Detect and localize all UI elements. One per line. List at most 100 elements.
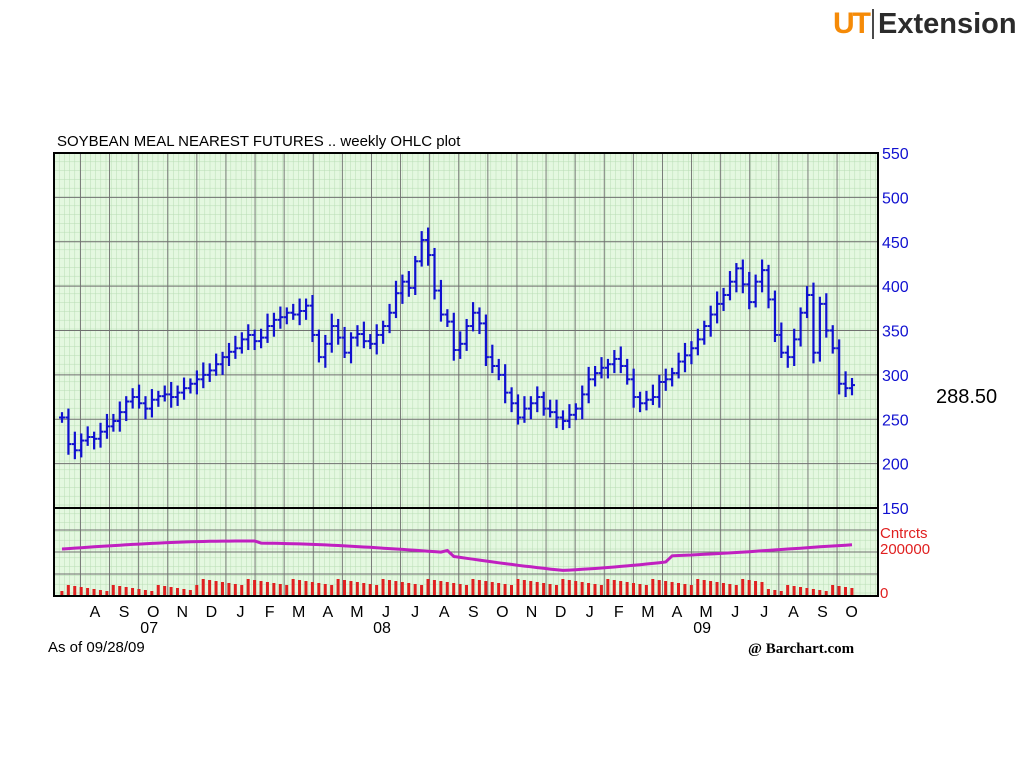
volume-bar xyxy=(792,586,796,596)
volume-bar xyxy=(837,586,841,596)
volume-bar xyxy=(542,583,546,596)
volume-bar xyxy=(580,582,584,596)
volume-bar xyxy=(567,580,571,596)
x-tick-label: A xyxy=(788,604,799,621)
volume-bar xyxy=(214,581,218,596)
volume-bar xyxy=(509,585,513,596)
volume-bar xyxy=(156,585,160,596)
volume-bar xyxy=(561,579,565,596)
volume-bar xyxy=(143,590,147,596)
volume-bar xyxy=(676,583,680,596)
volume-bar xyxy=(715,582,719,596)
volume-bar xyxy=(741,579,745,596)
volume-bar xyxy=(843,587,847,596)
x-tick-label: O xyxy=(147,604,159,621)
ut-extension-logo: UT Extension xyxy=(833,6,1017,42)
volume-bar xyxy=(66,585,70,596)
volume-bar xyxy=(766,589,770,596)
x-tick-label: A xyxy=(672,604,683,621)
volume-bar xyxy=(574,581,578,596)
volume-bar xyxy=(799,587,803,596)
volume-bar xyxy=(477,580,481,596)
volume-bar xyxy=(220,582,224,596)
chart-title: SOYBEAN MEAL NEAREST FUTURES .. weekly O… xyxy=(57,133,461,150)
x-tick-label: M xyxy=(292,604,305,621)
volume-bar xyxy=(593,584,597,596)
x-tick-label: S xyxy=(119,604,130,621)
volume-bar xyxy=(124,587,128,596)
volume-bar xyxy=(131,588,135,596)
volume-axis-label: 0 xyxy=(880,585,888,602)
volume-bar xyxy=(760,582,764,596)
y-tick-label: 350 xyxy=(882,324,909,341)
x-tick-label: S xyxy=(817,604,828,621)
x-tick-label: F xyxy=(265,604,275,621)
volume-bar xyxy=(233,584,237,596)
x-tick-label: N xyxy=(526,604,538,621)
x-tick-label: A xyxy=(439,604,450,621)
x-tick-label: J xyxy=(731,604,739,621)
volume-bar xyxy=(150,591,154,596)
volume-bar xyxy=(779,591,783,596)
volume-bar xyxy=(195,585,199,596)
last-price-label: 288.50 xyxy=(936,386,998,408)
volume-bar xyxy=(831,585,835,596)
volume-bar xyxy=(118,586,122,596)
x-tick-label: M xyxy=(641,604,654,621)
volume-bar xyxy=(169,587,173,596)
volume-bar xyxy=(728,584,732,596)
x-tick-label: J xyxy=(382,604,390,621)
volume-bar xyxy=(317,583,321,596)
volume-bar xyxy=(362,583,366,596)
volume-bar xyxy=(304,581,308,596)
volume-bar xyxy=(689,585,693,596)
volume-bar xyxy=(625,582,629,596)
volume-bar xyxy=(343,580,347,596)
volume-bar xyxy=(497,583,501,596)
logo-divider xyxy=(872,9,874,39)
volume-bar xyxy=(79,587,83,596)
volume-bar xyxy=(201,579,205,596)
volume-bar xyxy=(445,582,449,596)
volume-bar xyxy=(182,589,186,596)
volume-bar xyxy=(368,584,372,596)
volume-bar xyxy=(105,591,109,596)
volume-bar xyxy=(272,583,276,596)
volume-bar xyxy=(137,589,141,596)
x-tick-label: M xyxy=(350,604,363,621)
volume-bar xyxy=(163,586,167,596)
x-tick-label: J xyxy=(586,604,594,621)
volume-bar xyxy=(407,583,411,596)
volume-bar xyxy=(554,585,558,596)
x-tick-label: A xyxy=(322,604,333,621)
volume-bar xyxy=(664,581,668,596)
volume-bar xyxy=(612,580,616,596)
volume-bar xyxy=(298,580,302,596)
y-tick-label: 500 xyxy=(882,190,909,207)
volume-bar xyxy=(413,584,417,596)
x-tick-label: D xyxy=(206,604,218,621)
x-tick-label: J xyxy=(760,604,768,621)
x-tick-label: S xyxy=(468,604,479,621)
volume-axis-label: 200000 xyxy=(880,541,930,558)
volume-bar xyxy=(285,585,289,596)
volume-bar xyxy=(452,583,456,596)
volume-bar xyxy=(644,585,648,596)
volume-bar xyxy=(721,583,725,596)
volume-bar xyxy=(355,582,359,596)
volume-bar xyxy=(638,584,642,596)
volume-bar xyxy=(227,583,231,596)
logo-text: Extension xyxy=(878,8,1017,40)
volume-bar xyxy=(465,585,469,596)
as-of-date: As of 09/28/09 xyxy=(48,639,145,656)
volume-bar xyxy=(702,580,706,596)
volume-bar xyxy=(253,580,257,596)
volume-bar xyxy=(773,590,777,596)
y-tick-label: 250 xyxy=(882,412,909,429)
volume-bar xyxy=(323,584,327,596)
volume-bar xyxy=(400,582,404,596)
volume-bar xyxy=(259,581,263,596)
x-tick-label: J xyxy=(411,604,419,621)
volume-bar xyxy=(683,584,687,596)
volume-bar xyxy=(786,585,790,596)
